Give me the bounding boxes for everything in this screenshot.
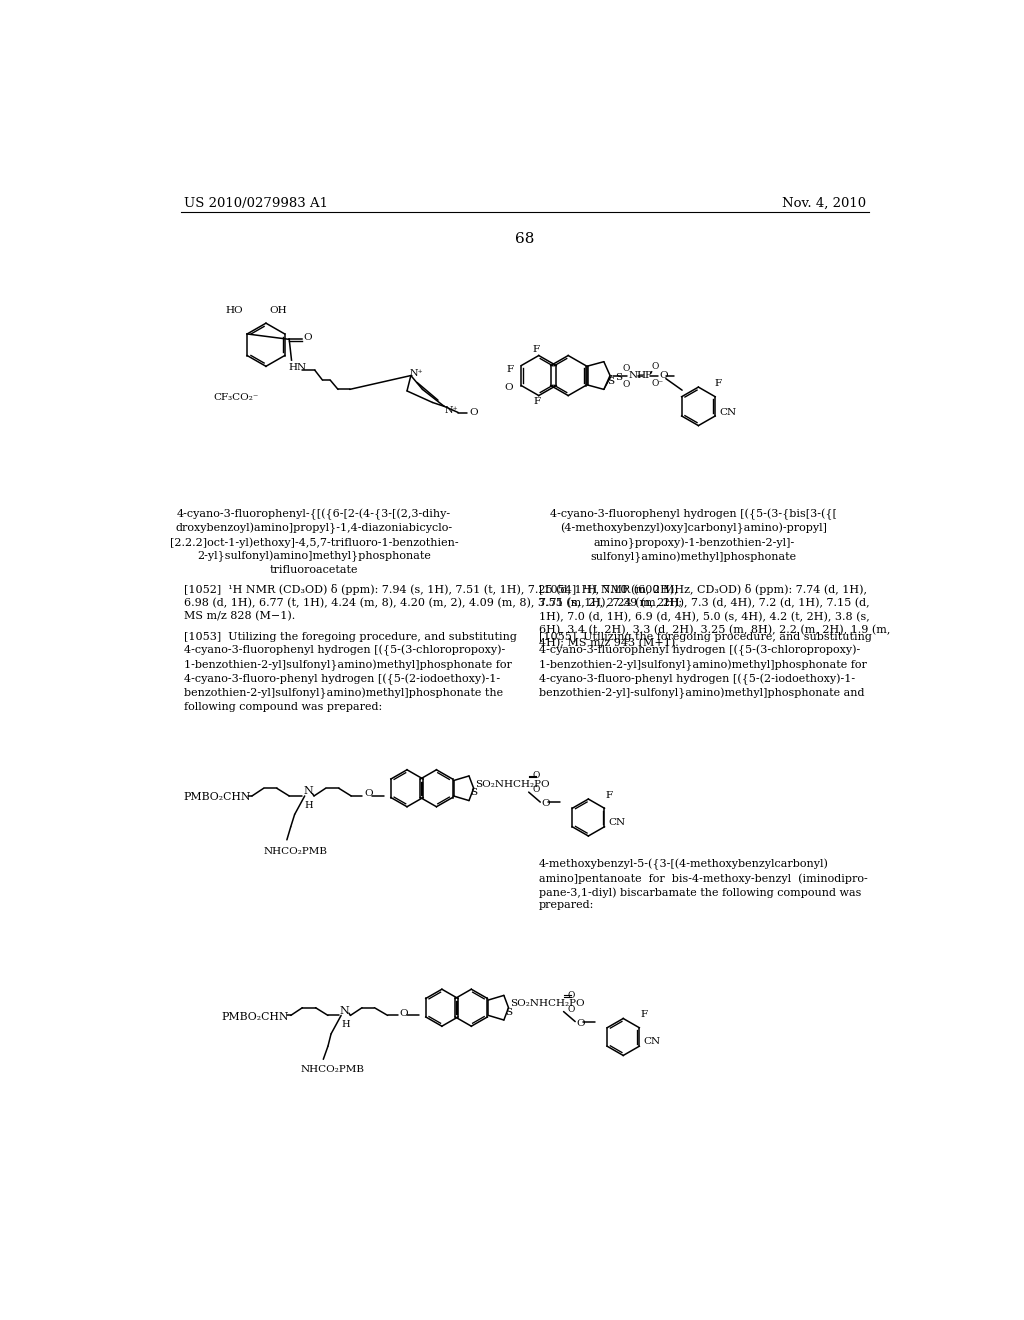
Text: F: F — [715, 379, 722, 388]
Text: 4-cyano-3-fluorophenyl hydrogen [({5-(3-{bis[3-({[
(4-methoxybenzyl)oxy]carbonyl: 4-cyano-3-fluorophenyl hydrogen [({5-(3-… — [550, 508, 838, 564]
Text: CF₃CO₂⁻: CF₃CO₂⁻ — [213, 392, 259, 401]
Text: SO₂NHCH₂PO: SO₂NHCH₂PO — [510, 999, 585, 1008]
Text: O: O — [652, 362, 659, 371]
Text: F: F — [532, 345, 540, 354]
Text: CN: CN — [608, 817, 626, 826]
Text: O: O — [623, 380, 630, 389]
Text: H: H — [305, 801, 313, 809]
Text: 4-methoxybenzyl-5-({3-[(4-methoxybenzylcarbonyl)
amino]pentanoate  for  bis-4-me: 4-methoxybenzyl-5-({3-[(4-methoxybenzylc… — [539, 859, 867, 911]
Text: [1052]  ¹H NMR (CD₃OD) δ (ppm): 7.94 (s, 1H), 7.51 (t, 1H), 7.25 (d, 1H), 7.10 (: [1052] ¹H NMR (CD₃OD) δ (ppm): 7.94 (s, … — [183, 585, 682, 622]
Text: OH: OH — [269, 306, 287, 315]
Text: PMBO₂CHN: PMBO₂CHN — [183, 792, 251, 803]
Text: O: O — [577, 1019, 586, 1027]
Text: NHCO₂PMB: NHCO₂PMB — [300, 1065, 365, 1073]
Text: N: N — [340, 1006, 349, 1016]
Text: NHCO₂PMB: NHCO₂PMB — [263, 847, 328, 855]
Text: NH: NH — [629, 371, 647, 380]
Text: F: F — [507, 364, 514, 374]
Text: Nov. 4, 2010: Nov. 4, 2010 — [781, 197, 866, 210]
Text: S: S — [607, 378, 614, 387]
Text: O: O — [532, 771, 540, 780]
Text: HO: HO — [225, 306, 244, 315]
Text: O: O — [659, 371, 669, 380]
Text: S: S — [614, 372, 622, 381]
Text: SO₂NHCH₂PO: SO₂NHCH₂PO — [475, 780, 550, 789]
Text: 4-cyano-3-fluorophenyl-{[({6-[2-(4-{3-[(2,3-dihy-
droxybenzoyl)amino]propyl}-1,4: 4-cyano-3-fluorophenyl-{[({6-[2-(4-{3-[(… — [170, 508, 459, 576]
Text: CN: CN — [643, 1038, 660, 1045]
Text: US 2010/0279983 A1: US 2010/0279983 A1 — [183, 197, 328, 210]
Text: O: O — [469, 408, 477, 417]
Text: F: F — [605, 791, 612, 800]
Text: [1053]  Utilizing the foregoing procedure, and substituting
4-cyano-3-fluorophen: [1053] Utilizing the foregoing procedure… — [183, 632, 517, 711]
Text: F: F — [534, 397, 541, 407]
Text: O: O — [399, 1008, 408, 1018]
Text: S: S — [471, 788, 477, 797]
Text: O: O — [303, 334, 311, 342]
Text: O: O — [532, 785, 540, 795]
Text: N⁺: N⁺ — [444, 405, 458, 414]
Text: O: O — [567, 1005, 574, 1014]
Text: CN: CN — [719, 408, 736, 417]
Text: O⁻: O⁻ — [652, 379, 664, 388]
Text: O: O — [505, 383, 513, 392]
Text: N: N — [303, 787, 313, 796]
Text: PMBO₂CHN: PMBO₂CHN — [221, 1012, 289, 1022]
Text: O: O — [623, 364, 630, 374]
Text: 68: 68 — [515, 232, 535, 247]
Text: O: O — [567, 991, 574, 999]
Text: F: F — [640, 1010, 647, 1019]
Text: H: H — [341, 1020, 350, 1030]
Text: S: S — [506, 1008, 513, 1016]
Text: HN: HN — [289, 363, 306, 372]
Text: O: O — [365, 789, 373, 799]
Text: P: P — [644, 371, 651, 380]
Text: [1055]  Utilizing the foregoing procedure, and substituting
4-cyano-3-fluorophen: [1055] Utilizing the foregoing procedure… — [539, 632, 871, 700]
Text: O: O — [542, 799, 551, 808]
Text: N⁺: N⁺ — [410, 370, 423, 379]
Text: [1054]  ¹H NMR (600 MHz, CD₃OD) δ (ppm): 7.74 (d, 1H),
7.71 (s, 1H), 7.39 (m, 2H: [1054] ¹H NMR (600 MHz, CD₃OD) δ (ppm): … — [539, 585, 890, 648]
